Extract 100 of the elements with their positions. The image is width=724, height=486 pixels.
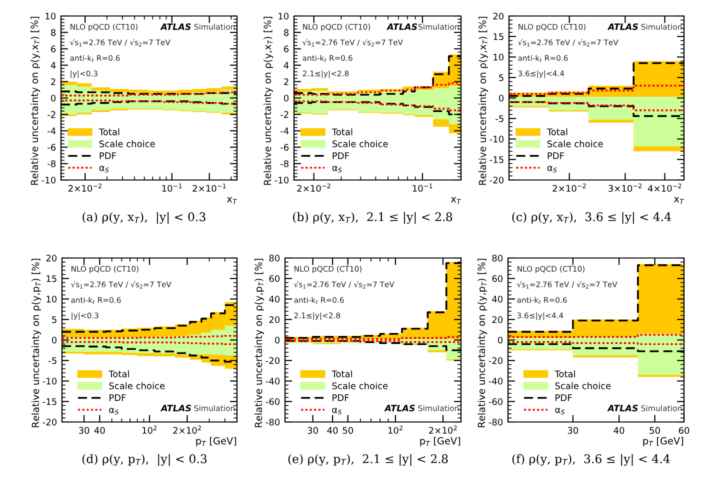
x-tick-label: 3×10$^{−2}$: [608, 184, 642, 192]
y-tick-label: 10: [46, 296, 57, 303]
y-tick-label: 5: [52, 316, 56, 324]
y-tick-label: -10: [42, 176, 56, 184]
y-tick-label: 60: [492, 275, 503, 282]
x-tick-label: 40: [327, 427, 338, 434]
y-tick-label: 2: [284, 78, 288, 86]
y-tick-label: -5: [496, 115, 504, 122]
legend-label: α$_{S}$: [109, 408, 119, 414]
y-tick-label: -40: [266, 378, 280, 385]
y-tick-label: -80: [488, 418, 503, 426]
y-tick-label: 15: [494, 33, 504, 40]
legend-label: α$_{S}$: [332, 408, 342, 414]
x-tick-label: 10$^{2}$: [388, 426, 402, 434]
y-tick-label: 0: [274, 336, 280, 344]
x-tick-label: 50: [342, 427, 354, 434]
x-tick-label: 2×10$^{−1}$: [192, 184, 226, 192]
y-tick-label: 0: [52, 336, 57, 344]
y-tick-label: 0: [498, 94, 504, 102]
y-tick-label: -60: [266, 398, 280, 406]
y-tick-label: -4: [48, 128, 56, 134]
legend-label: Total: [108, 370, 129, 378]
legend-label: Scale choice: [555, 382, 611, 390]
legend-label: Scale choice: [100, 140, 155, 148]
x-tick-label: 30: [308, 427, 318, 434]
text: (f) ρ(y, p$_{T}$), 3.6 ≤ |y| < 4.4: [512, 454, 670, 466]
legend-label: Scale choice: [332, 140, 388, 148]
text: (a) ρ(y, x$_{T}$), |y| < 0.3: [82, 212, 206, 224]
y-tick-label: 4: [284, 62, 289, 69]
x-tick-label: 10$^{−1}$: [162, 184, 182, 192]
legend-label: Total: [332, 370, 352, 378]
y-tick-label: 80: [269, 254, 280, 262]
annotation: ATLAS: [386, 23, 418, 30]
y-tick-label: 80: [492, 254, 503, 262]
y-tick-label: -20: [266, 357, 280, 364]
legend-label: Total: [332, 128, 352, 136]
text: (d) ρ(y, p$_{T}$), |y| < 0.3: [82, 454, 207, 466]
legend-label: Scale choice: [548, 140, 603, 148]
x-tick-label: 4×10$^{−2}$: [648, 184, 682, 192]
legend-label: PDF: [100, 152, 116, 160]
legend-label: PDF: [332, 394, 349, 402]
y-tick-label: -2: [48, 111, 56, 118]
y-tick-label: 0: [50, 94, 56, 102]
text: (c) ρ(y, x$_{T}$), 3.6 ≤ |y| < 4.4: [512, 212, 672, 224]
y-axis-title: Relative uncertainty on ρ(y,p$_{T}$) [%]: [254, 258, 264, 428]
y-tick-label: 40: [269, 296, 280, 303]
x-tick-label: 10$^{2}$: [142, 426, 157, 434]
annotation: ATLAS: [160, 23, 191, 30]
x-tick-label: 40: [614, 427, 624, 434]
y-axis-title: Relative uncertainty on ρ(y,p$_{T}$) [%]: [478, 258, 487, 428]
annotation: ATLAS: [607, 404, 638, 412]
y-tick-label: 8: [51, 29, 56, 36]
x-tick-label: 40: [94, 427, 105, 434]
legend-label: α$_{S}$: [99, 166, 109, 172]
y-tick-label: 0: [284, 94, 289, 102]
y-tick-label: -20: [42, 418, 57, 426]
legend-label: α$_{S}$: [547, 166, 557, 172]
y-tick-label: -8: [48, 160, 56, 168]
y-tick-label: 20: [493, 12, 504, 20]
y-tick-label: 60: [269, 275, 280, 282]
legend-label: PDF: [110, 394, 126, 402]
x-axis-title: x$_{T}$: [450, 197, 462, 204]
y-tick-label: 8: [284, 29, 289, 36]
y-tick-label: 10: [46, 12, 56, 20]
x-axis-title: p$_{T}$ [GeV]: [420, 436, 460, 446]
y-tick-label: 6: [51, 46, 56, 52]
legend-label: Total: [98, 128, 120, 136]
x-tick-label: 10$^{−1}$: [412, 184, 432, 192]
y-tick-label: 20: [492, 316, 503, 324]
legend-label: Scale choice: [109, 382, 165, 390]
x-axis-title: p$_{T}$ [GeV]: [196, 436, 236, 446]
y-tick-label: -10: [42, 378, 57, 385]
x-tick-label: 2×10$^{−2}$: [552, 184, 586, 192]
legend-label: Total: [546, 128, 568, 136]
y-tick-label: -4: [280, 128, 289, 134]
legend-label: PDF: [556, 394, 572, 402]
y-tick-label: 4: [50, 62, 56, 69]
y-tick-label: -20: [488, 357, 503, 364]
x-axis-title: x$_{T}$: [674, 197, 684, 204]
x-tick-label: 2×10$^{−2}$: [297, 184, 330, 192]
y-tick-label: 5: [499, 74, 504, 82]
x-tick-label: 2×10$^{−2}$: [68, 184, 102, 192]
y-tick-label: 10: [494, 54, 504, 61]
y-tick-label: -15: [42, 398, 56, 406]
x-tick-label: 2×10$^{2}$: [429, 426, 457, 434]
legend-label: PDF: [332, 152, 349, 160]
y-axis-title: Relative uncertainty on ρ(y,p$_{T}$) [%]: [32, 258, 41, 428]
y-tick-label: -15: [490, 156, 504, 164]
y-tick-label: 0: [498, 336, 503, 344]
annotation: ATLAS: [160, 404, 192, 412]
x-tick-label: 30: [78, 427, 90, 434]
y-axis-title: Relative uncertainty on ρ(y,x$_{T}$) [%]: [30, 16, 40, 185]
y-axis-title: Relative uncertainty on ρ(y,x$_{T}$) [%]: [478, 16, 488, 185]
legend-label: Total: [554, 370, 575, 378]
legend-label: PDF: [548, 152, 564, 160]
legend-label: Scale choice: [332, 382, 388, 390]
y-tick-label: -6: [48, 144, 56, 151]
y-tick-label: -40: [488, 378, 503, 385]
annotation: ATLAS: [607, 23, 638, 30]
y-tick-label: -5: [48, 357, 56, 364]
